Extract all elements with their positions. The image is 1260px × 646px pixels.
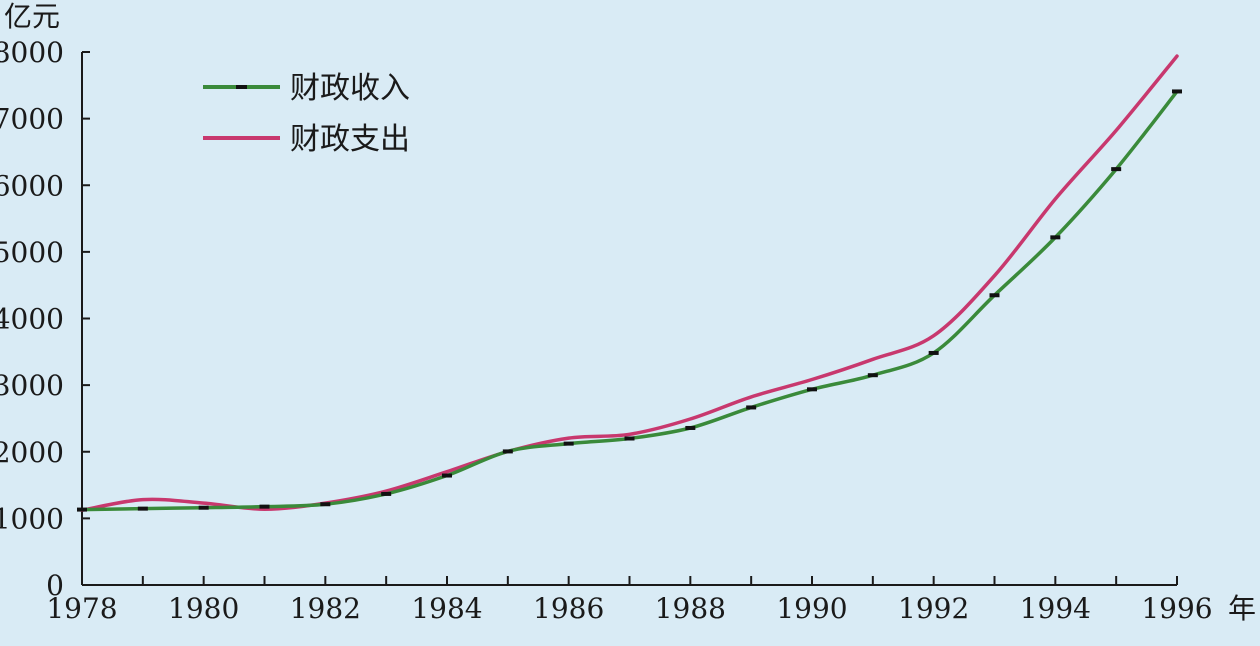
x-tick-label: 1984 [411,592,482,625]
y-tick-label: 0 [46,569,64,602]
legend-label-series-1: 财政支出 [290,122,410,157]
axes [81,52,1177,586]
series-line [80,89,1179,512]
x-ticks: 1978 1980 1982 1984 1986 1988 1990 1992 1994 1996 [46,576,1213,625]
legend-label-series-0: 财政收入 [290,71,410,106]
y-tick-label: 2000 [0,436,64,469]
x-tick-label: 1990 [776,592,847,625]
y-tick-label: 7000 [0,103,64,136]
y-ticks: 0 1000 2000 3000 4000 5000 6000 7000 8000 [0,36,90,602]
x-tick-label: 1992 [898,592,969,625]
series-0 [77,89,1182,512]
x-tick-label: 1986 [533,592,604,625]
x-tick-label: 1978 [46,592,117,625]
series-layer [77,54,1182,512]
series-line [80,54,1179,512]
x-unit-label: 年 [1228,592,1256,625]
x-tick-label: 1996 [1141,592,1212,625]
y-tick-label: 6000 [0,169,64,202]
y-tick-label: 5000 [0,236,64,269]
y-tick-label: 8000 [0,36,64,69]
legend: 财政收入 财政支出 [203,71,410,157]
x-tick-label: 1988 [655,592,726,625]
series-1 [80,54,1179,512]
x-tick-label: 1982 [290,592,361,625]
y-tick-label: 4000 [0,303,64,336]
x-tick-label: 1980 [168,592,239,625]
y-tick-label: 1000 [0,502,64,535]
x-tick-label: 1994 [1020,592,1091,625]
y-tick-label: 3000 [0,369,64,402]
y-unit-label: 亿元 [4,0,60,33]
